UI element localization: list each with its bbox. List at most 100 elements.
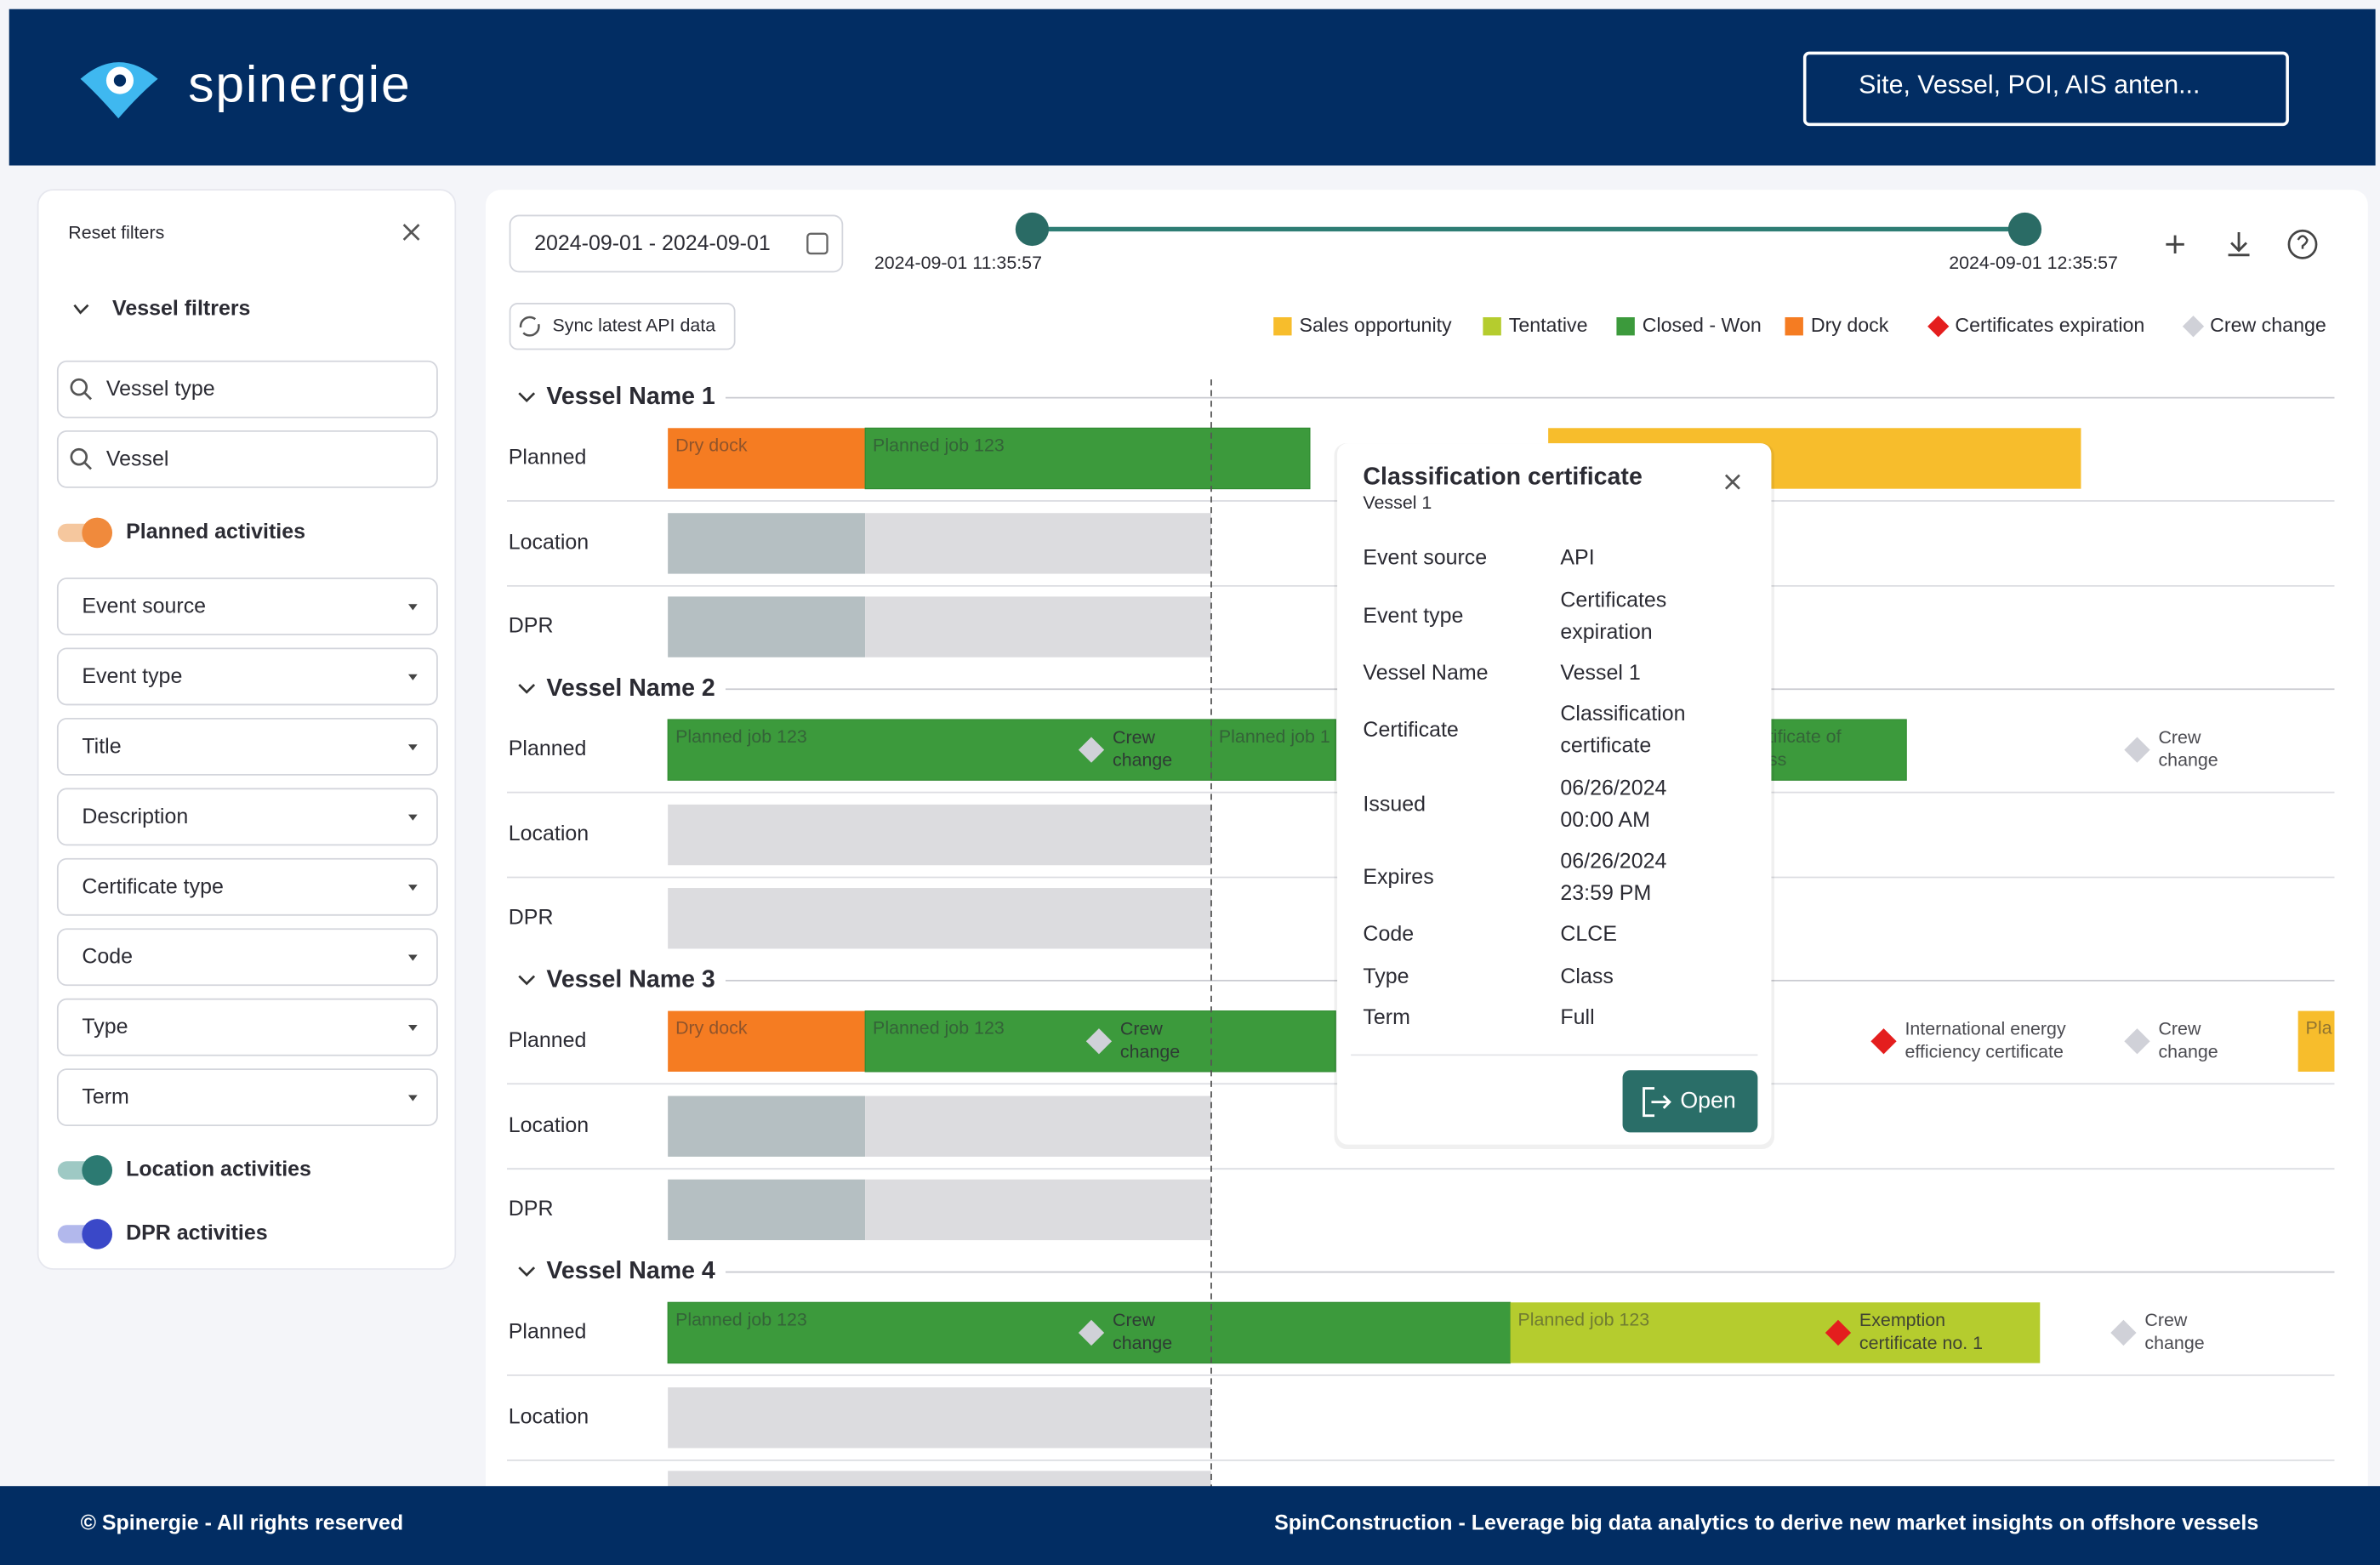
toggle-knob[interactable] bbox=[82, 1155, 113, 1186]
field-value: Class bbox=[1560, 965, 1613, 988]
event-bar bbox=[668, 513, 866, 574]
field-label: Event source bbox=[1363, 545, 1487, 569]
vessel-chevron[interactable] bbox=[518, 975, 536, 986]
dropdown[interactable] bbox=[56, 788, 438, 846]
event-label: change bbox=[1113, 750, 1172, 771]
dropdown-caret bbox=[408, 744, 418, 751]
event-label: Planned job 123 bbox=[675, 1309, 807, 1329]
dropdown-label: Certificate type bbox=[82, 874, 224, 898]
event-label: change bbox=[2158, 750, 2218, 771]
vessel-name: Vessel Name 1 bbox=[546, 383, 715, 410]
event-bar bbox=[668, 888, 1211, 949]
dropdown[interactable] bbox=[56, 857, 438, 916]
section-title: Vessel filtrers bbox=[112, 297, 250, 321]
open-icon bbox=[1643, 1087, 1671, 1118]
toggle-knob[interactable] bbox=[82, 1219, 113, 1249]
row-label: Planned bbox=[509, 1320, 587, 1344]
event-label: change bbox=[1120, 1041, 1180, 1061]
vessel-chevron[interactable] bbox=[518, 1266, 536, 1278]
event-label: Pla bbox=[2306, 1018, 2332, 1039]
open-button[interactable] bbox=[1622, 1070, 1758, 1133]
legend-label: Closed - Won bbox=[1643, 314, 1762, 336]
field-value: CLCE bbox=[1560, 922, 1617, 946]
event-bar bbox=[668, 804, 1211, 866]
dropdown[interactable] bbox=[56, 717, 438, 776]
row-label: DPR bbox=[509, 1197, 554, 1221]
event-label: Crew bbox=[2144, 1310, 2187, 1330]
event-diamond bbox=[1078, 1319, 1105, 1346]
event-bar bbox=[1760, 719, 1907, 781]
event-label: change bbox=[2158, 1041, 2218, 1061]
logo-text: spinergie bbox=[188, 55, 411, 113]
field-value: Classification bbox=[1560, 702, 1685, 726]
search-field[interactable] bbox=[56, 430, 438, 488]
legend-label: Sales opportunity bbox=[1299, 314, 1452, 336]
dropdown-caret bbox=[408, 885, 418, 891]
event-label: Dry dock bbox=[675, 1018, 748, 1039]
dropdown-caret bbox=[408, 1095, 418, 1101]
row-label: Planned bbox=[509, 1028, 587, 1052]
footer-left: © Spinergie - All rights reserved bbox=[81, 1511, 404, 1534]
dropdown-caret bbox=[408, 604, 418, 611]
legend-swatch bbox=[1616, 316, 1635, 336]
event-bar bbox=[668, 596, 866, 657]
dropdown[interactable] bbox=[56, 647, 438, 706]
event-bar bbox=[1210, 719, 1336, 781]
event-bar bbox=[668, 1387, 1211, 1448]
vessel-chevron[interactable] bbox=[518, 392, 536, 403]
legend-label: Crew change bbox=[2210, 314, 2326, 336]
search-field-label: Vessel type bbox=[106, 377, 215, 401]
field-label: Vessel Name bbox=[1363, 661, 1488, 685]
chevron[interactable] bbox=[73, 304, 89, 315]
field-value: 00:00 AM bbox=[1560, 808, 1649, 832]
legend-swatch bbox=[2182, 316, 2205, 338]
sync-button[interactable] bbox=[509, 303, 736, 350]
zoom-icon[interactable] bbox=[2166, 235, 2184, 254]
event-label: Crew bbox=[2158, 1019, 2201, 1039]
popup-close[interactable] bbox=[1724, 474, 1740, 490]
search-field[interactable] bbox=[56, 360, 438, 418]
search-icon-handle bbox=[83, 392, 93, 401]
event-label: tificate of bbox=[1768, 726, 1842, 747]
logo-pupil bbox=[113, 74, 127, 87]
event-label: change bbox=[1113, 1333, 1172, 1353]
event-bar bbox=[864, 427, 1311, 490]
event-label: Exemption bbox=[1859, 1310, 1945, 1330]
event-label: Planned job 123 bbox=[1517, 1309, 1649, 1329]
date-picker[interactable] bbox=[509, 214, 844, 273]
field-value: 06/26/2024 bbox=[1560, 849, 1666, 873]
reset-filters: Reset filters bbox=[68, 222, 164, 242]
dropdown[interactable] bbox=[56, 928, 438, 987]
vessel-name: Vessel Name 3 bbox=[546, 965, 715, 993]
vessel-chevron[interactable] bbox=[518, 683, 536, 694]
dropdown[interactable] bbox=[56, 998, 438, 1056]
dropdown-label: Event type bbox=[82, 664, 182, 688]
row-label: Location bbox=[509, 1113, 589, 1137]
calendar-icon bbox=[806, 232, 828, 255]
event-label: International energy bbox=[1905, 1019, 2066, 1039]
event-label: Planned job 123 bbox=[873, 1018, 1005, 1039]
field-value: certificate bbox=[1560, 734, 1651, 758]
row-label: Location bbox=[509, 822, 589, 845]
event-label: certificate no. 1 bbox=[1859, 1333, 1983, 1353]
dropdown[interactable] bbox=[56, 1068, 438, 1127]
dropdown-label: Term bbox=[82, 1085, 128, 1109]
slider-handle[interactable] bbox=[1015, 212, 1050, 247]
toggle-label: Location activities bbox=[126, 1158, 311, 1181]
help-icon[interactable] bbox=[2287, 229, 2318, 259]
dropdown-label: Type bbox=[82, 1015, 128, 1039]
field-value: expiration bbox=[1560, 620, 1652, 644]
slider-handle[interactable] bbox=[2007, 212, 2042, 247]
dropdown[interactable] bbox=[56, 578, 438, 635]
download-icon[interactable] bbox=[2228, 232, 2250, 257]
field-value: Certificates bbox=[1560, 588, 1666, 612]
search-box[interactable] bbox=[1802, 51, 2289, 127]
close-icon[interactable] bbox=[402, 224, 420, 241]
legend-swatch bbox=[1273, 316, 1292, 336]
toggle-knob[interactable] bbox=[82, 517, 113, 549]
dropdown-label: Title bbox=[82, 734, 121, 758]
event-bar bbox=[668, 1179, 866, 1241]
dropdown-label: Code bbox=[82, 945, 133, 969]
field-label: Event type bbox=[1363, 604, 1463, 628]
search-placeholder: Site, Vessel, POI, AIS anten... bbox=[1859, 71, 2200, 100]
